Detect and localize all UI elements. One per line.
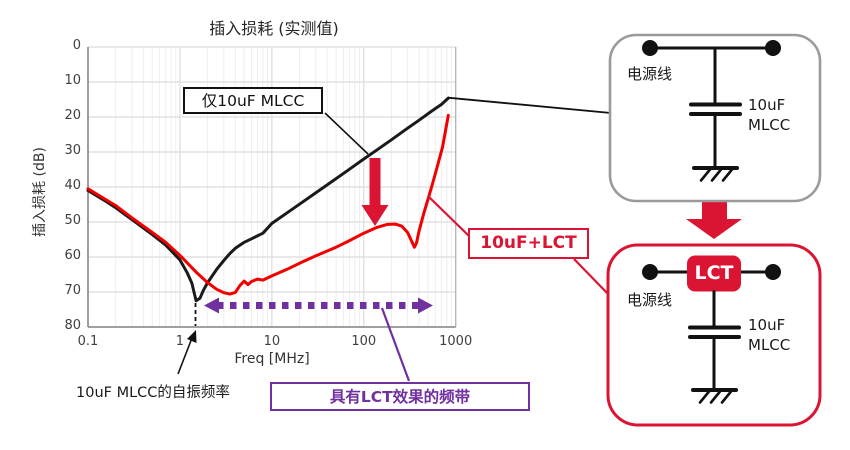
lct-band-left-arrowhead-icon [204,297,219,314]
terminal-dot-icon [642,40,658,56]
circuit-top-mlcc-only [608,33,822,203]
curve-mlcc-only [86,96,450,303]
circuit-bottom-mlcc-lct [606,243,822,427]
plot-grid [87,46,457,328]
mlcc-label-pointer-line [324,112,369,155]
lct-band-right-arrowhead-icon [418,297,433,314]
circuit-transition-arrow-icon [686,219,742,239]
lct-label-pointer-line [427,195,471,238]
lct-label-to-circuit-line [573,258,611,297]
terminal-dot-icon [765,264,781,280]
terminal-dot-icon [642,264,658,280]
chart-annotations [177,96,742,382]
black-curve-to-circuit-line [447,96,612,114]
curve-mlcc-plus-lct [86,113,450,296]
ground-symbol [710,168,723,182]
ground-symbol [721,168,734,182]
ground-symbol [699,168,712,182]
red-down-arrow-shaft [369,158,381,207]
self-resonance-arrow-line [177,337,193,375]
circuit-transition-arrow-shaft [702,200,727,219]
terminal-dot-icon [765,40,781,56]
plot-curves [86,96,450,303]
lct-chip-block [687,255,741,292]
ground-symbol [720,390,733,404]
lct-band-callout-line [380,307,411,382]
ground-symbol [698,390,711,404]
self-resonance-arrowhead-icon [187,330,197,343]
ground-symbol [709,390,722,404]
red-down-arrow-icon [361,205,389,226]
